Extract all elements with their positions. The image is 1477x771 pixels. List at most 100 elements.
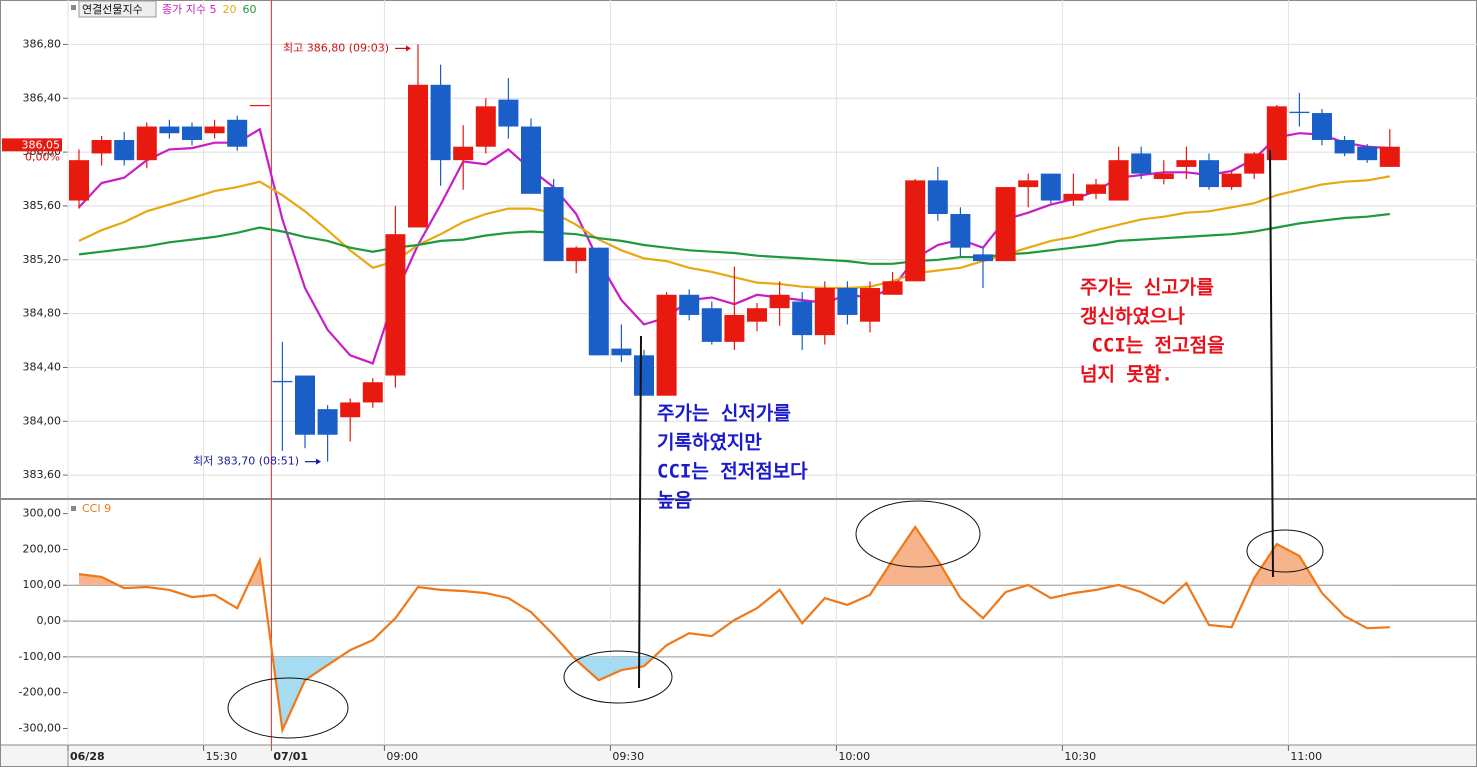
instrument-box	[78, 0, 157, 18]
candle-body	[701, 308, 722, 342]
candle-body	[249, 104, 270, 107]
y-tick-label: 385,60	[23, 199, 62, 212]
y-tick-label: 0,00	[37, 614, 62, 627]
candle-body	[362, 382, 383, 403]
y-tick-label: 384,80	[23, 307, 62, 320]
candle-body	[1131, 153, 1152, 174]
candle-body	[1221, 173, 1242, 188]
candle-body	[1199, 160, 1219, 188]
candle-body	[272, 380, 293, 383]
candle-body	[679, 294, 700, 315]
y-tick-label: 385,20	[23, 253, 62, 266]
candle-body	[1289, 111, 1310, 114]
change-label: 0,00%	[25, 150, 60, 163]
x-tick-label: 15:30	[206, 750, 238, 763]
y-tick-label: -200,00	[19, 686, 61, 699]
candle-body	[634, 355, 654, 396]
x-tick-label: 10:30	[1064, 750, 1096, 763]
candle-body	[747, 308, 767, 322]
candle-body	[340, 402, 361, 418]
comment-line: 넘지 못함.	[1080, 364, 1173, 386]
candle-body	[1312, 113, 1332, 140]
y-tick-label: 386,40	[23, 91, 62, 104]
x-tick-label: 11:00	[1290, 750, 1322, 763]
comment-line: 높음	[657, 490, 692, 512]
candle-body	[588, 247, 609, 356]
candle-body	[430, 84, 451, 161]
candle-body	[521, 126, 541, 194]
highlight-ellipse	[855, 500, 981, 568]
candle-body	[837, 288, 858, 315]
candle-body	[1379, 146, 1400, 167]
comment-line: CCI는 전저점보다	[657, 461, 808, 483]
candle-body	[882, 281, 903, 295]
x-tick-label: 09:00	[386, 750, 418, 763]
connector-line	[1269, 149, 1274, 578]
highlight-ellipse	[1246, 529, 1324, 573]
highlight-ellipse	[563, 650, 673, 704]
y-tick-label: -300,00	[19, 722, 61, 735]
candle-body	[1334, 139, 1355, 154]
overlay-layer	[227, 149, 1324, 739]
cci-legend: CCI 9	[71, 502, 111, 515]
x-tick-label: 09:30	[612, 750, 644, 763]
annotation-arrowhead	[316, 458, 322, 465]
candle-body	[1063, 193, 1084, 201]
candle-body	[114, 139, 135, 161]
candle-body	[995, 187, 1016, 262]
comment-line: 주가는 신저가를	[657, 403, 791, 425]
candle-body	[453, 146, 474, 161]
candle-body	[656, 294, 677, 396]
comment-line: 기록하였지만	[657, 432, 762, 454]
cci-title: CCI 9	[82, 502, 111, 515]
candle-body	[792, 301, 813, 336]
legend-icon	[71, 506, 76, 511]
candle-body	[1244, 153, 1265, 174]
candle-body	[814, 288, 835, 336]
candle-body	[182, 126, 202, 140]
comment-line: CCI는 전고점을	[1080, 335, 1225, 357]
candle-body	[91, 139, 112, 154]
last-price-label: 386,05	[22, 138, 61, 151]
legend-entry: 종가 지수 5	[162, 3, 216, 16]
price-annotation: 최저 383,70 (08:51)	[193, 455, 299, 468]
candle-body	[408, 84, 428, 228]
candle-body	[860, 288, 880, 322]
candle-body	[1086, 184, 1106, 194]
candle-body	[227, 119, 248, 147]
candle-body	[1266, 106, 1287, 161]
instrument-name: 연결선물지수	[82, 3, 143, 16]
y-tick-label: 200,00	[23, 542, 62, 555]
highlight-ellipse	[227, 677, 349, 739]
y-tick-label: 100,00	[23, 578, 62, 591]
candle-body	[1040, 173, 1061, 201]
candle-body	[543, 187, 564, 262]
candle-body	[566, 247, 587, 262]
y-tick-label: 384,00	[23, 414, 62, 427]
x-axis-strip	[0, 745, 1477, 767]
price-legend: 연결선물지수	[71, 0, 157, 18]
candle-body	[159, 126, 180, 134]
comment-line: 갱신하였으나	[1080, 306, 1185, 328]
x-tick-label: 10:00	[838, 750, 870, 763]
candle-body	[317, 409, 338, 435]
candle-body	[724, 314, 745, 342]
mark-layer	[69, 44, 1400, 734]
comment-line: 주가는 신고가를	[1080, 277, 1214, 299]
legend-icon	[71, 5, 76, 10]
x-tick-label: 06/28	[70, 750, 105, 763]
y-tick-label: -100,00	[19, 650, 61, 663]
candle-body	[498, 99, 519, 127]
candle-body	[905, 180, 926, 282]
candle-body	[69, 160, 89, 201]
legend-entry: 60	[242, 3, 256, 16]
candle-body	[611, 348, 632, 356]
y-tick-label: 300,00	[23, 507, 62, 520]
y-tick-label: 383,60	[23, 468, 62, 481]
candle-body	[385, 234, 406, 376]
moving-average-line	[78, 212, 1390, 265]
candle-body	[950, 214, 971, 248]
candle-body	[927, 180, 948, 215]
